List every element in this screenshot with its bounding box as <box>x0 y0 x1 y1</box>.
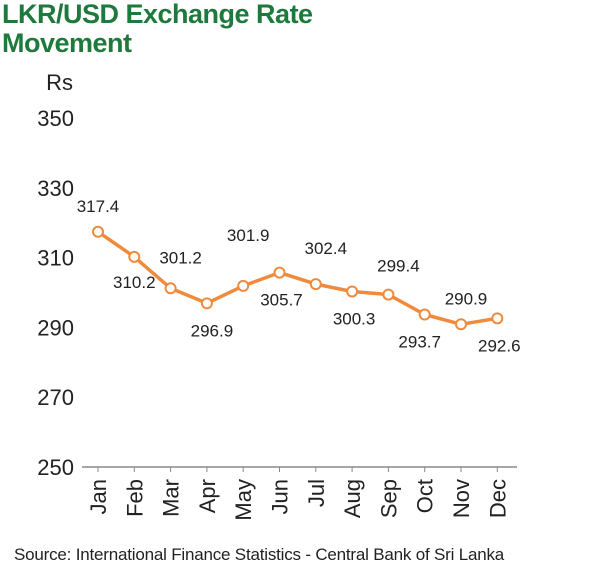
data-point <box>491 312 504 325</box>
x-tick-label: Aug <box>340 479 365 518</box>
x-tick-label: Apr <box>195 479 220 513</box>
data-point <box>418 308 431 321</box>
x-tick-label: Jul <box>304 479 329 507</box>
data-label: 310.2 <box>113 273 156 292</box>
y-tick-label: 290 <box>37 315 74 340</box>
data-label: 299.4 <box>377 257 420 276</box>
data-label: 300.3 <box>333 309 376 328</box>
data-label: 305.7 <box>260 291 303 310</box>
data-point <box>273 266 286 279</box>
x-tick-label: Mar <box>159 479 184 517</box>
data-point <box>309 278 322 291</box>
x-tick-label: Oct <box>413 479 438 513</box>
x-tick-label: Feb <box>122 479 147 517</box>
x-tick-label: Nov <box>449 479 474 518</box>
x-tick-label: Sep <box>376 479 401 518</box>
x-tick-label: May <box>231 479 256 521</box>
data-point <box>92 225 104 238</box>
y-tick-label: 270 <box>37 385 74 410</box>
data-points <box>92 225 504 331</box>
data-point <box>128 250 141 263</box>
data-point <box>200 297 213 310</box>
y-tick-label: 250 <box>37 455 74 480</box>
y-axis-unit-label: Rs <box>46 70 73 95</box>
chart-title: LKR/USD Exchange Rate Movement <box>2 0 313 58</box>
data-point <box>346 285 359 298</box>
data-point <box>455 318 467 331</box>
x-tick-label: Jan <box>86 479 111 514</box>
series-line <box>97 230 498 327</box>
data-label: 296.9 <box>191 321 234 340</box>
y-tick-label: 350 <box>37 106 74 131</box>
data-label: 317.4 <box>77 197 120 216</box>
source-note: Source: International Finance Statistics… <box>14 545 505 564</box>
data-label: 292.6 <box>478 336 521 355</box>
data-point <box>164 282 177 295</box>
x-axis-ticks: Jan Feb Mar Apr May Jun Jul Aug Sep Oct Nov Dec <box>86 467 510 521</box>
data-label: 301.2 <box>159 248 202 267</box>
data-label: 293.7 <box>398 332 441 351</box>
x-tick-label: Dec <box>485 479 510 518</box>
y-tick-label: 330 <box>37 176 74 201</box>
data-label: 302.4 <box>305 239 348 258</box>
y-axis-ticks: 250 270 290 310 330 350 <box>37 106 74 480</box>
data-label: 290.9 <box>445 289 488 308</box>
data-point <box>382 288 395 301</box>
data-label: 301.9 <box>227 226 270 245</box>
data-point <box>237 279 250 292</box>
x-tick-label: Jun <box>268 479 293 514</box>
y-tick-label: 310 <box>37 246 74 271</box>
